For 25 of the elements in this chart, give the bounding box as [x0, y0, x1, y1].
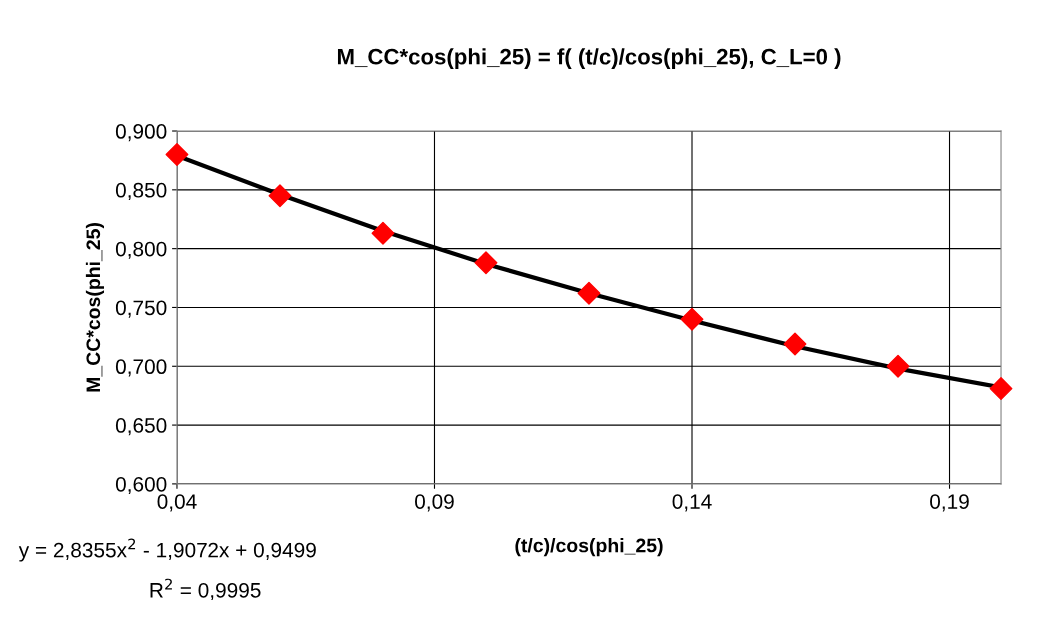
y-tick-label: 0,700 [115, 359, 167, 377]
point [474, 251, 498, 275]
chart-title: M_CC*cos(phi_25) = f( (t/c)/cos(phi_25), C_L=0 ) [337, 48, 841, 69]
point [680, 307, 704, 331]
x-tick-label: 0,19 [930, 494, 969, 512]
y-tick-label: 0,900 [115, 124, 167, 142]
y-tick-label: 0,650 [115, 418, 167, 436]
x-axis-title: (t/c)/cos(phi_25) [515, 538, 663, 557]
y-tick-label: 0,850 [115, 182, 167, 201]
x-tick-label: 0,14 [672, 494, 712, 512]
point [165, 143, 189, 166]
y-tick-label: 0,600 [115, 476, 167, 495]
text: R$^{2}$ = 0,9995 [150, 578, 261, 601]
text: y = 2,8355x$^{2}$ - 1,9072x + 0,9499 [18, 538, 316, 562]
point [783, 332, 807, 356]
point [371, 221, 395, 245]
point [989, 377, 1013, 401]
x-tick-label: 0,04 [157, 494, 197, 512]
y-tick-label: 0,750 [115, 300, 167, 318]
x-tick-label: 0,09 [415, 494, 454, 512]
point [577, 281, 601, 305]
y-axis-title: M_CC*cos(phi_25) [85, 223, 105, 392]
point [886, 354, 910, 378]
y-tick-label: 0,800 [115, 241, 167, 259]
point [268, 184, 292, 208]
